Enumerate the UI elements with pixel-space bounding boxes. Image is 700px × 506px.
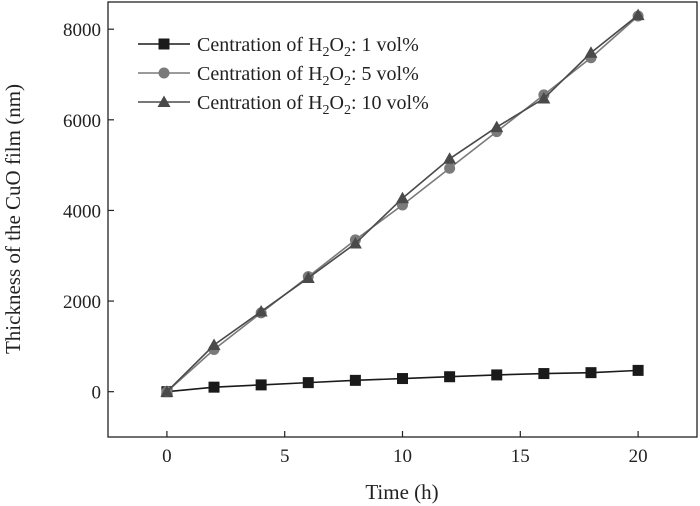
legend-subscript: 2 [344,103,351,118]
data-point [207,338,221,351]
legend-subscript: 2 [323,74,330,89]
legend-label: Centration of H2O2: 5 vol% [197,63,419,89]
legend-marker [157,95,171,107]
legend-label: Centration of H2O2: 1 vol% [197,34,419,60]
legend-text-part: : 1 vol% [351,34,419,56]
legend-label: Centration of H2O2: 10 vol% [197,92,429,118]
y-tick-label: 0 [92,383,102,404]
data-point [349,374,361,386]
data-point [255,379,267,391]
data-point [301,271,315,283]
data-point [584,46,598,58]
data-point [631,8,645,21]
data-point [632,364,644,376]
legend-marker [158,38,170,50]
data-point [538,368,550,380]
legend-text-part: Centration of H [197,92,323,114]
data-point [396,191,409,204]
x-tick-label: 10 [393,446,412,467]
x-tick-label: 20 [629,446,648,467]
data-point [348,237,362,249]
data-point [444,371,456,383]
legend-item: Centration of H2O2: 1 vol% [138,34,419,60]
data-point [444,162,456,174]
x-tick-label: 15 [511,446,530,467]
y-tick-label: 4000 [63,201,101,222]
y-tick-label: 6000 [63,111,101,132]
data-point [302,377,314,389]
legend-marker [158,67,170,79]
data-point [490,120,504,133]
data-point [537,92,551,104]
data-point [491,369,503,381]
data-point [160,385,174,397]
legend-text-part: O [330,63,344,85]
series-3 [160,8,645,397]
y-tick-label: 2000 [63,292,101,313]
legend-subscript: 2 [344,74,351,89]
data-point [254,304,268,317]
legend-item: Centration of H2O2: 10 vol% [138,92,429,118]
y-tick-label: 8000 [63,20,101,41]
x-axis-label: Time (h) [365,480,438,504]
data-point [397,373,408,385]
y-axis-label: Thickness of the CuO film (nm) [1,84,25,354]
legend-item: Centration of H2O2: 5 vol% [138,63,419,89]
axis-ticks: 0 5 10 15 20 0 2000 4000 6000 8000 [63,20,648,467]
legend-text-part: : 5 vol% [351,63,419,85]
legend-subscript: 2 [344,45,351,60]
x-tick-label: 0 [162,446,172,467]
legend-subscript: 2 [323,45,330,60]
data-point [585,367,597,379]
legend-text-part: Centration of H [197,34,323,56]
data-point [443,152,457,164]
series-1 [161,364,644,398]
legend-text-part: : 10 vol% [351,92,429,114]
legend-text-part: O [330,92,344,114]
legend-text-part: O [330,34,344,56]
legend-subscript: 2 [323,103,330,118]
legend: Centration of H2O2: 1 vol%Centration of … [138,34,429,118]
data-point [208,381,220,393]
series-layer [160,8,645,398]
legend-text-part: Centration of H [197,63,323,85]
x-tick-label: 5 [280,446,290,467]
